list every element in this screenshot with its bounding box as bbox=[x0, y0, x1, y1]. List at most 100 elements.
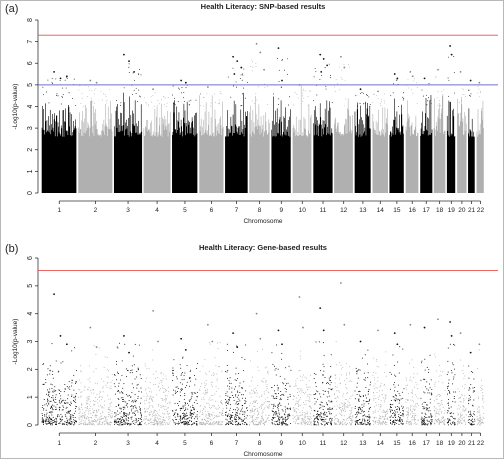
gene-gene-point bbox=[206, 374, 208, 376]
gene-gene-point bbox=[167, 386, 169, 388]
gene-gene-point bbox=[444, 420, 446, 422]
gene-gene-point bbox=[298, 388, 300, 390]
gene-gene-point bbox=[98, 400, 100, 402]
snp-snp-band bbox=[78, 99, 113, 193]
snp-snp-point bbox=[437, 104, 439, 106]
gene-gene-point bbox=[364, 354, 366, 356]
gene-gene-point bbox=[158, 382, 160, 384]
gene-gene-point bbox=[165, 399, 167, 401]
gene-gene-point bbox=[69, 414, 71, 416]
gene-gene-point bbox=[201, 413, 203, 415]
gene-gene-point bbox=[130, 418, 132, 420]
snp-snp-point bbox=[199, 93, 201, 95]
gene-gene-point bbox=[137, 424, 139, 426]
gene-gene-point bbox=[368, 422, 370, 424]
gene-gene-point bbox=[164, 420, 166, 422]
gene-gene-point bbox=[235, 367, 237, 369]
gene-gene-point bbox=[411, 411, 413, 413]
snp-top-hit-point bbox=[459, 71, 462, 73]
snp-snp-point bbox=[430, 99, 432, 101]
gene-gene-point bbox=[180, 417, 182, 419]
snp-snp-point bbox=[123, 87, 125, 89]
gene-gene-point bbox=[351, 408, 353, 410]
gene-gene-point bbox=[273, 403, 275, 405]
gene-gene-point bbox=[483, 413, 485, 415]
gene-gene-point bbox=[154, 415, 156, 417]
gene-gene-point bbox=[258, 421, 260, 423]
snp-snp-band bbox=[271, 96, 291, 193]
gene-gene-point bbox=[149, 388, 151, 390]
gene-gene-point bbox=[385, 414, 387, 416]
gene-gene-point bbox=[87, 423, 89, 425]
gene-gene-point bbox=[461, 385, 463, 387]
gene-gene-point bbox=[306, 423, 308, 425]
gene-gene-point bbox=[468, 365, 470, 367]
gene-gene-point bbox=[95, 411, 97, 413]
snp-snp-point bbox=[281, 59, 283, 61]
gene-gene-point bbox=[261, 415, 263, 417]
gene-gene-point bbox=[132, 387, 134, 389]
snp-snp-point bbox=[440, 105, 441, 107]
gene-top-hit-point bbox=[281, 343, 283, 346]
gene-gene-point bbox=[175, 418, 177, 420]
gene-gene-point bbox=[414, 420, 416, 422]
gene-gene-point bbox=[293, 410, 295, 412]
gene-gene-point bbox=[158, 418, 160, 420]
gene-gene-point bbox=[324, 411, 326, 413]
snp-snp-point bbox=[434, 77, 436, 79]
gene-gene-point bbox=[68, 419, 70, 421]
gene-gene-point bbox=[183, 416, 185, 418]
gene-gene-point bbox=[383, 384, 385, 386]
gene-gene-point bbox=[196, 411, 198, 413]
gene-gene-point bbox=[164, 408, 166, 410]
gene-gene-point bbox=[136, 384, 138, 386]
gene-gene-point bbox=[124, 422, 126, 424]
gene-gene-point bbox=[358, 368, 360, 370]
gene-gene-point bbox=[164, 401, 166, 403]
gene-gene-point bbox=[428, 369, 430, 371]
gene-gene-point bbox=[166, 395, 168, 397]
snp-x-tick-label: 13 bbox=[359, 207, 367, 214]
snp-snp-point bbox=[447, 77, 449, 79]
gene-gene-point bbox=[232, 412, 234, 414]
gene-gene-point bbox=[390, 420, 392, 422]
gene-gene-point bbox=[73, 419, 75, 421]
gene-gene-point bbox=[357, 407, 359, 409]
gene-gene-point bbox=[126, 422, 128, 424]
gene-gene-point bbox=[424, 401, 426, 403]
gene-gene-point bbox=[340, 382, 342, 384]
gene-gene-point bbox=[140, 410, 141, 412]
gene-gene-point bbox=[381, 405, 383, 407]
gene-gene-point bbox=[107, 377, 109, 379]
gene-gene-point bbox=[201, 383, 203, 385]
gene-gene-point bbox=[229, 404, 231, 406]
gene-gene-point bbox=[134, 412, 136, 414]
snp-snp-point bbox=[173, 97, 175, 99]
gene-gene-point bbox=[385, 375, 387, 377]
snp-snp-point bbox=[384, 100, 386, 102]
gene-gene-point bbox=[378, 398, 380, 400]
gene-gene-point bbox=[134, 343, 136, 345]
snp-chromosome-16 bbox=[405, 71, 419, 193]
snp-snp-point bbox=[307, 105, 309, 107]
gene-gene-point bbox=[91, 420, 93, 422]
gene-gene-point bbox=[318, 414, 320, 416]
gene-gene-point bbox=[235, 379, 237, 381]
gene-gene-point bbox=[180, 409, 182, 411]
gene-gene-point bbox=[398, 372, 400, 374]
gene-gene-point bbox=[468, 400, 470, 402]
gene-gene-point bbox=[217, 405, 219, 407]
gene-gene-point bbox=[278, 405, 280, 407]
gene-gene-point bbox=[372, 420, 374, 422]
gene-gene-point bbox=[232, 414, 234, 416]
gene-gene-point bbox=[169, 420, 171, 422]
gene-gene-point bbox=[272, 397, 274, 399]
gene-gene-point bbox=[204, 384, 206, 386]
snp-top-hit-point bbox=[128, 60, 130, 62]
gene-gene-point bbox=[369, 398, 371, 400]
gene-gene-point bbox=[347, 406, 349, 408]
gene-gene-point bbox=[235, 409, 237, 411]
gene-gene-point bbox=[218, 424, 220, 426]
gene-gene-point bbox=[58, 399, 60, 401]
gene-gene-point bbox=[94, 397, 96, 399]
